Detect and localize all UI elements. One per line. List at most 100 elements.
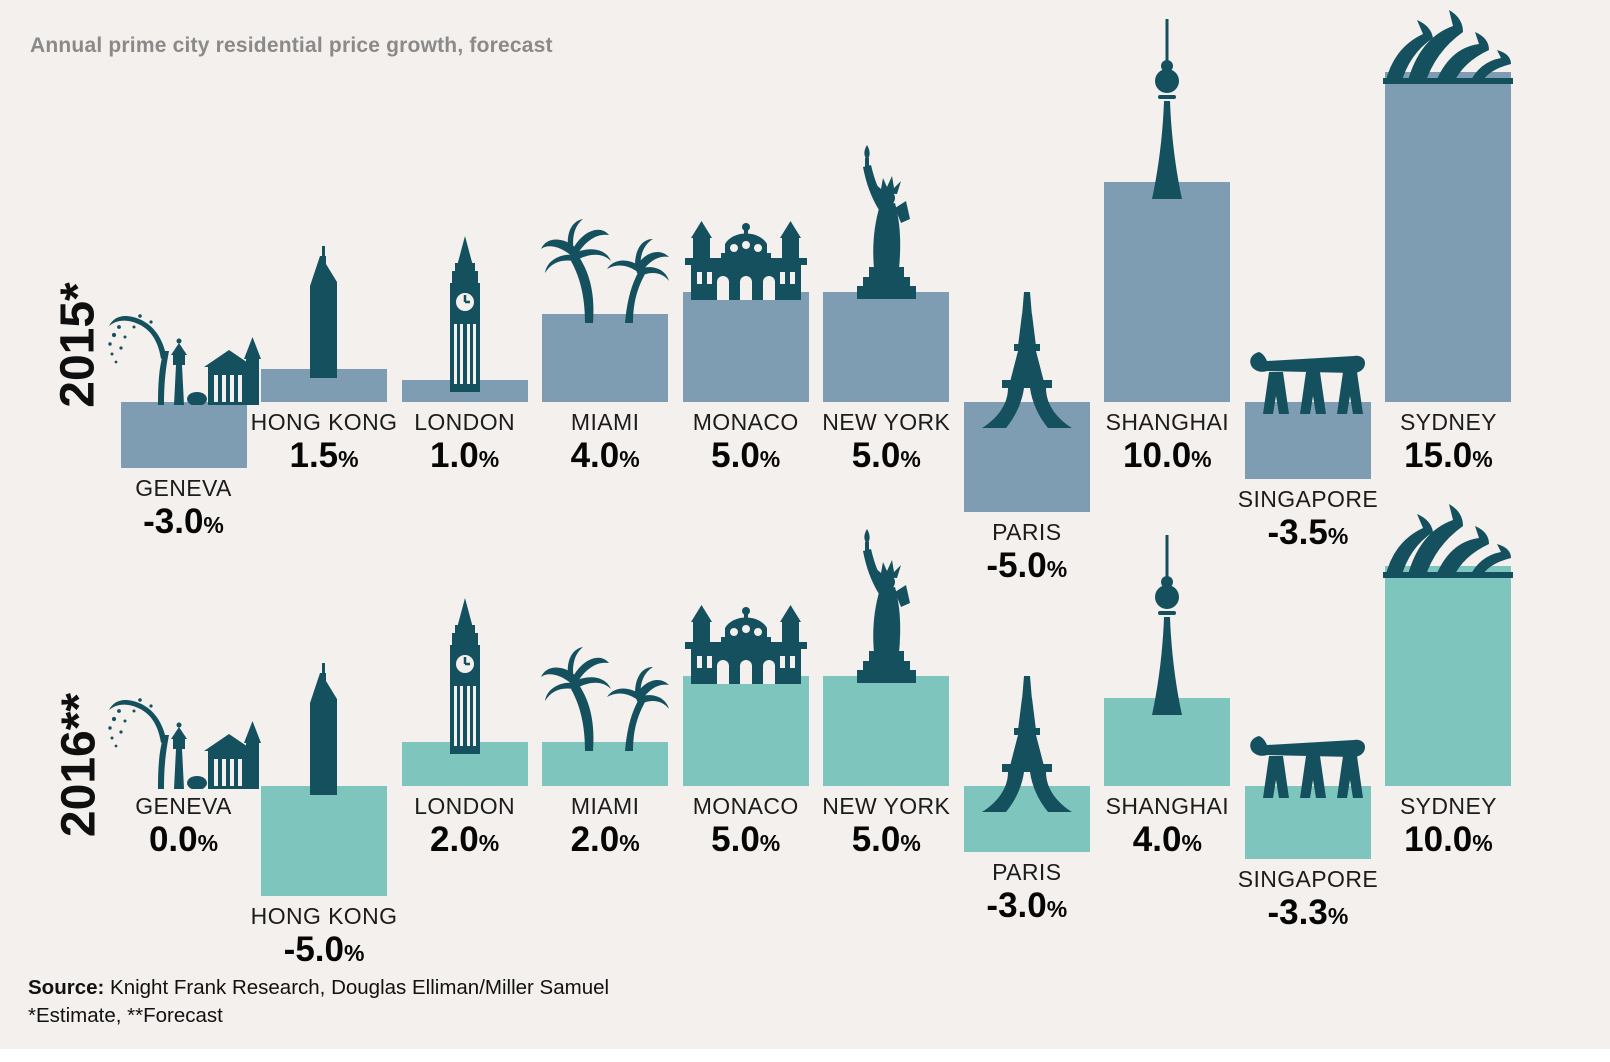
new-york-statue-of-liberty-icon xyxy=(840,141,932,299)
percent-sign: % xyxy=(759,830,781,856)
value-number: -3.5 xyxy=(1267,513,1328,552)
value-number: 5.0 xyxy=(851,436,901,475)
city-label: NEW YORK xyxy=(822,793,951,819)
value-number: 1.5 xyxy=(289,436,339,475)
value-label: -3.0% xyxy=(986,886,1067,926)
sydney-opera-house-icon xyxy=(1379,4,1517,84)
london-big-ben-icon xyxy=(441,236,489,392)
value-number: 5.0 xyxy=(711,820,760,859)
value-label: 4.0% xyxy=(1133,820,1202,860)
percent-sign: % xyxy=(1327,523,1349,549)
row-year-label: 2016** xyxy=(52,692,106,838)
hong-kong-skyscraper-icon xyxy=(292,246,356,378)
value-number: -5.0 xyxy=(283,930,344,969)
bottom-strip xyxy=(0,1049,1610,1062)
paris-bar xyxy=(963,786,1090,852)
value-label: 10.0% xyxy=(1123,436,1212,476)
value-number: 10.0 xyxy=(1404,820,1473,859)
singapore-marina-bay-sands-icon xyxy=(1249,718,1367,798)
city-label: SYDNEY xyxy=(1399,409,1497,435)
value-number: -3.0 xyxy=(143,502,204,541)
miami-bar xyxy=(542,742,669,786)
city-label: SINGAPORE xyxy=(1237,865,1379,892)
city-label: MIAMI xyxy=(570,793,640,819)
paris-eiffel-tower-icon xyxy=(978,676,1076,814)
value-label: -3.5% xyxy=(1268,513,1349,553)
percent-sign: % xyxy=(1181,830,1202,856)
value-label: 2.0% xyxy=(571,820,640,860)
city-label: LONDON xyxy=(414,409,515,435)
value-label: 2.0% xyxy=(430,820,499,860)
percent-sign: % xyxy=(1327,902,1349,929)
value-number: -3.3 xyxy=(1267,892,1328,932)
chart-title: Annual prime city residential price grow… xyxy=(30,34,553,57)
percent-sign: % xyxy=(619,830,640,856)
value-label: -3.0% xyxy=(143,502,224,542)
value-number: 4.0 xyxy=(570,436,620,475)
percent-sign: % xyxy=(759,446,781,472)
percent-sign: % xyxy=(900,446,921,472)
city-label: LONDON xyxy=(414,793,515,819)
percent-sign: % xyxy=(1472,446,1493,472)
miami-palm-trees-icon xyxy=(541,219,670,323)
city-label: SINGAPORE xyxy=(1237,486,1379,512)
sydney-bar xyxy=(1385,72,1512,402)
city-label: SHANGHAI xyxy=(1105,793,1230,819)
value-number: 2.0 xyxy=(430,820,479,859)
percent-sign: % xyxy=(619,446,640,472)
value-number: 5.0 xyxy=(711,436,760,475)
value-number: 10.0 xyxy=(1123,436,1192,475)
sydney-opera-house-icon xyxy=(1379,498,1517,578)
monaco-casino-icon xyxy=(683,592,809,684)
value-label: 1.0% xyxy=(430,436,499,476)
city-label: GENEVA xyxy=(135,793,232,819)
paris-eiffel-tower-icon xyxy=(978,292,1076,430)
value-number: 5.0 xyxy=(851,820,901,859)
percent-sign: % xyxy=(203,512,224,538)
source-label: Source: xyxy=(28,976,105,999)
value-number: 4.0 xyxy=(1132,820,1182,859)
value-label: -3.3% xyxy=(1268,893,1349,933)
value-label: 5.0% xyxy=(852,436,921,476)
city-label: MONACO xyxy=(692,409,799,435)
percent-sign: % xyxy=(197,830,219,856)
singapore-bar xyxy=(1244,786,1371,859)
percent-sign: % xyxy=(1191,446,1212,472)
singapore-marina-bay-sands-icon xyxy=(1249,334,1367,414)
sydney-bar xyxy=(1385,566,1512,786)
row-year-label: 2015* xyxy=(51,282,105,408)
percent-sign: % xyxy=(338,446,359,472)
paris-bar xyxy=(963,402,1090,512)
hong-kong-skyscraper-icon xyxy=(292,663,356,795)
city-label: GENEVA xyxy=(135,475,232,501)
value-label: 5.0% xyxy=(711,820,780,860)
source-line: Source: Knight Frank Research, Douglas E… xyxy=(28,974,609,1002)
shanghai-tv-tower-icon xyxy=(1144,535,1190,720)
new-york-bar xyxy=(823,292,950,402)
percent-sign: % xyxy=(343,940,365,966)
shanghai-tv-tower-icon xyxy=(1144,19,1190,204)
value-label: 15.0% xyxy=(1404,436,1493,476)
value-number: 1.0 xyxy=(430,436,479,475)
value-label: -5.0% xyxy=(986,546,1067,586)
miami-palm-trees-icon xyxy=(541,647,670,751)
city-label: PARIS xyxy=(992,519,1062,545)
percent-sign: % xyxy=(478,446,500,472)
value-label: 5.0% xyxy=(711,436,780,476)
shanghai-bar xyxy=(1104,182,1231,402)
geneva-bar xyxy=(120,402,247,468)
new-york-bar xyxy=(823,676,950,786)
value-number: -5.0 xyxy=(986,546,1047,585)
monaco-bar xyxy=(682,676,809,786)
value-number: 2.0 xyxy=(570,820,620,859)
singapore-bar xyxy=(1244,402,1371,479)
city-label: PARIS xyxy=(992,859,1062,885)
percent-sign: % xyxy=(1472,830,1493,856)
hong-kong-bar xyxy=(261,786,388,896)
value-number: 15.0 xyxy=(1404,436,1473,475)
city-label: HONG KONG xyxy=(250,409,398,435)
city-label: MIAMI xyxy=(570,409,640,435)
value-label: 4.0% xyxy=(571,436,640,476)
source-text: Knight Frank Research, Douglas Elliman/M… xyxy=(104,976,610,999)
